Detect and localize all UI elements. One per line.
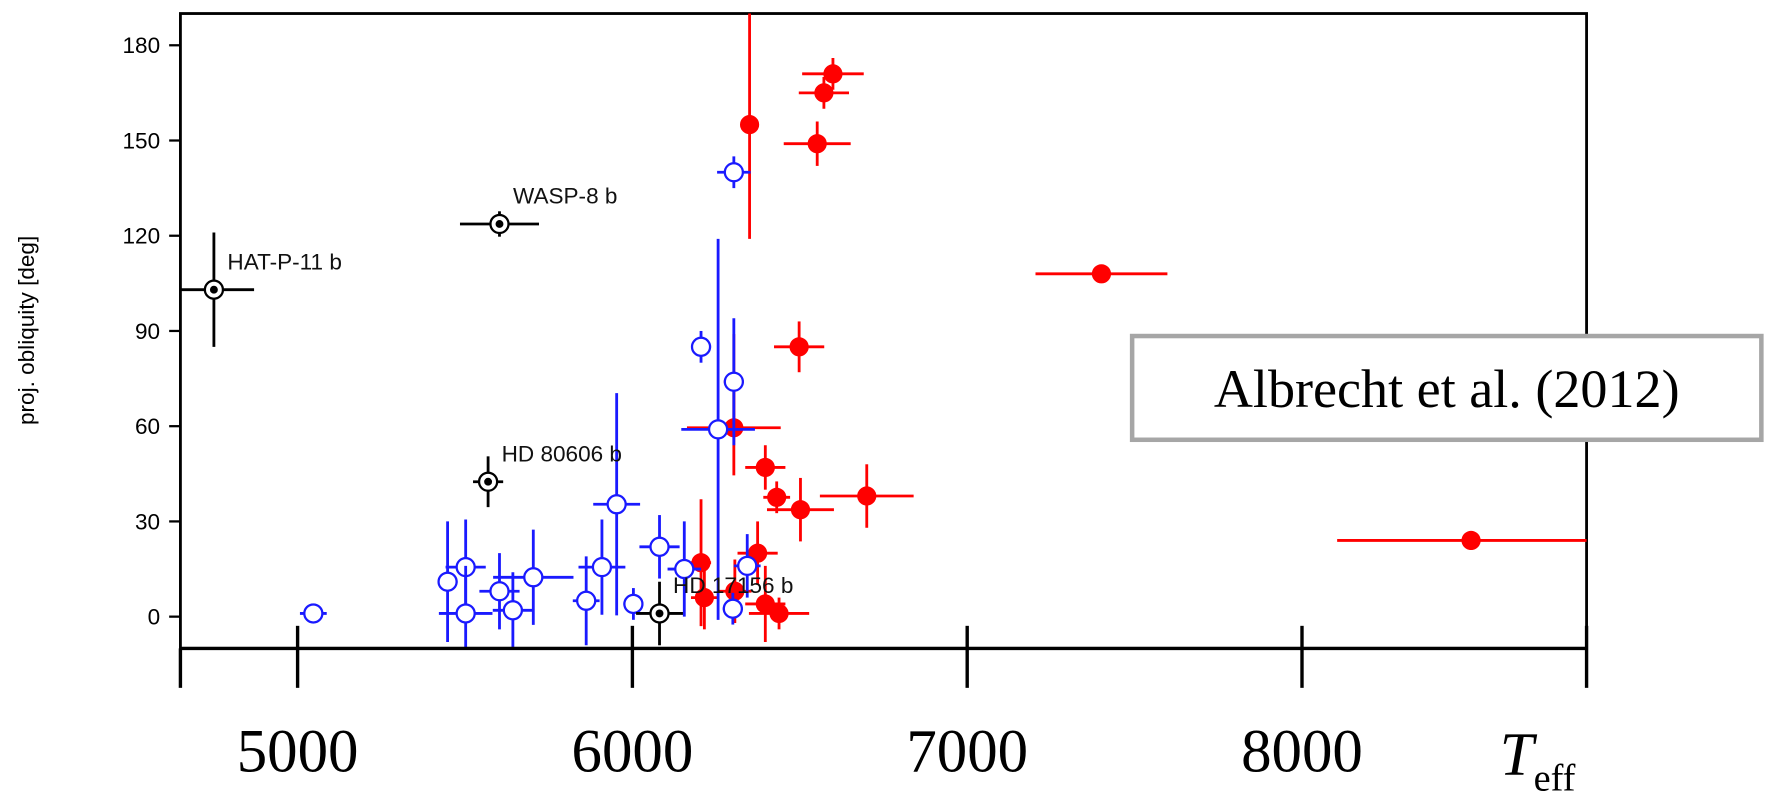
point <box>789 337 809 357</box>
y-tick-label: 60 <box>135 414 160 439</box>
y-tick-label: 30 <box>135 509 160 534</box>
y-tick-label: 180 <box>122 33 160 58</box>
point <box>857 486 877 506</box>
point-label: HD 17156 b <box>673 573 793 598</box>
point <box>303 603 324 624</box>
x-tick-label: 5000 <box>237 718 359 785</box>
point-label: HAT-P-11 b <box>227 249 341 274</box>
point <box>769 603 789 624</box>
y-tick-label: 120 <box>122 224 160 249</box>
point-center <box>209 285 218 294</box>
points <box>180 13 1587 649</box>
point <box>523 567 544 588</box>
point <box>606 494 627 515</box>
x-axis-label-main: T <box>1500 722 1538 789</box>
point <box>755 457 775 478</box>
point <box>437 571 458 592</box>
point <box>739 115 760 135</box>
chart-root: proj. obliquity [deg] Teff Albrecht et a… <box>14 12 1764 792</box>
point <box>576 590 597 611</box>
point-center <box>484 477 493 486</box>
point <box>674 558 695 580</box>
point <box>767 487 787 507</box>
point <box>737 555 758 577</box>
point <box>790 500 811 520</box>
point <box>623 593 644 615</box>
point-center <box>495 220 504 228</box>
x-tick-label: 8000 <box>1241 718 1363 785</box>
point <box>489 581 510 602</box>
point <box>723 162 744 183</box>
point <box>1091 264 1112 284</box>
point <box>723 371 744 392</box>
citation-frame <box>1129 333 1764 443</box>
y-axis-label: proj. obliquity [deg] <box>14 236 39 425</box>
point-center <box>655 609 664 618</box>
point <box>690 336 712 357</box>
citation: Albrecht et al. (2012) <box>1214 359 1680 419</box>
point <box>1461 530 1481 551</box>
citation-box: Albrecht et al. (2012) <box>1129 333 1764 443</box>
point <box>649 536 670 557</box>
point <box>807 134 827 154</box>
point-label: WASP-8 b <box>513 184 617 209</box>
point <box>591 556 613 578</box>
x-axis-label: Teff <box>1500 722 1576 792</box>
point <box>814 83 834 103</box>
plot-frame <box>179 12 1588 650</box>
x-axis-label-sub: eff <box>1534 757 1576 792</box>
y-tick-label: 90 <box>135 319 160 344</box>
point <box>707 419 729 440</box>
point <box>823 64 843 84</box>
point <box>502 600 524 621</box>
point-label: HD 80606 b <box>502 441 622 466</box>
x-tick-label: 6000 <box>572 718 694 785</box>
point <box>694 588 714 608</box>
y-tick-label: 150 <box>122 128 160 153</box>
x-tick-label: 7000 <box>906 718 1028 785</box>
point <box>455 603 476 624</box>
y-tick-label: 0 <box>148 605 161 630</box>
point <box>722 598 743 619</box>
